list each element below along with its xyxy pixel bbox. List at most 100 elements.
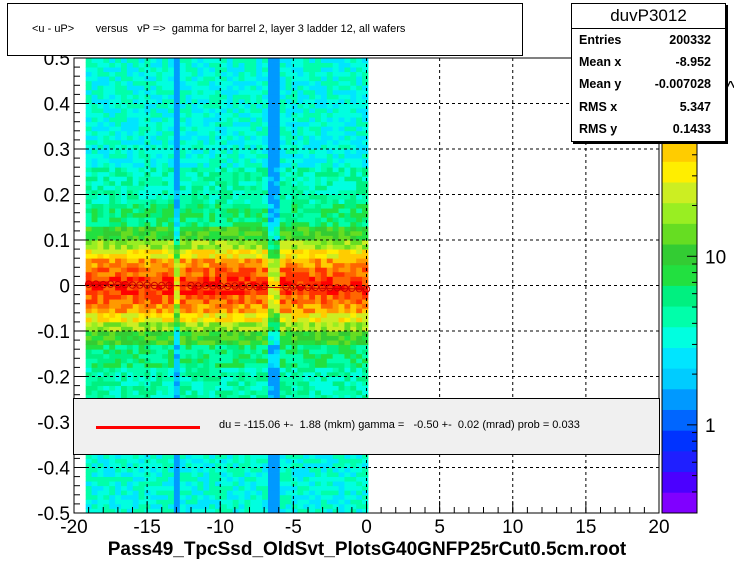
heatmap-cell [315,394,322,400]
heatmap-cell [297,189,304,195]
heatmap-cell [144,262,151,268]
heatmap-cell [256,490,263,496]
heatmap-cell [267,340,275,346]
heatmap-cell [309,367,316,373]
heatmap-cell [156,276,163,282]
heatmap-cell [97,381,104,386]
heatmap-cell [203,353,210,359]
heatmap-cell [220,308,228,314]
heatmap-cell [320,112,328,118]
heatmap-cell [244,67,251,73]
heatmap-cell [309,121,316,127]
heatmap-cell [179,472,187,477]
heatmap-cell [215,362,222,368]
heatmap-cell [115,367,122,373]
heatmap-cell [197,258,204,264]
heatmap-cell [232,276,239,282]
heatmap-cell [173,349,181,355]
heatmap-cell [162,235,169,241]
heatmap-cell [350,58,357,63]
heatmap-cell [297,89,304,95]
heatmap-cell [285,467,292,473]
heatmap-cell [303,381,310,386]
heatmap-cell [191,326,198,332]
heatmap-cell [197,362,204,368]
heatmap-cell [138,472,145,477]
heatmap-cell [103,139,110,145]
heatmap-cell [97,162,104,168]
heatmap-cell [320,321,328,327]
heatmap-cell [85,362,92,368]
heatmap-cell [191,508,198,514]
heatmap-cell [267,481,275,487]
heatmap-cell [303,349,310,355]
heatmap-cell [362,180,369,186]
heatmap-cell [120,258,128,264]
heatmap-cell [320,94,328,100]
heatmap-cell [215,353,222,359]
heatmap-cell [326,162,334,168]
heatmap-cell [267,294,275,300]
heatmap-cell [320,312,328,318]
heatmap-cell [309,508,316,514]
heatmap-cell [91,203,98,209]
heatmap-cell [320,299,328,305]
heatmap-cell [91,94,98,100]
heatmap-cell [197,335,204,341]
heatmap-cell [138,135,145,141]
heatmap-cell [215,381,222,386]
heatmap-cell [197,467,204,473]
heatmap-cell [350,217,357,223]
heatmap-cell [309,326,316,332]
heatmap-cell [115,94,122,100]
heatmap-cell [197,212,204,218]
heatmap-cell [220,212,228,218]
heatmap-cell [132,335,140,341]
heatmap-cell [332,317,339,323]
heatmap-cell [109,331,116,336]
heatmap-cell [120,71,128,77]
heatmap-cell [115,299,122,305]
heatmap-cell [215,162,222,168]
heatmap-cell [320,226,328,232]
heatmap-cell [132,103,140,109]
heatmap-cell [297,108,304,113]
heatmap-cell [85,358,92,364]
heatmap-cell [120,235,128,241]
heatmap-cell [326,258,334,264]
heatmap-cell [262,349,269,355]
heatmap-cell [91,476,98,482]
heatmap-cell [179,508,187,514]
heatmap-cell [273,235,281,241]
heatmap-cell [209,490,216,496]
heatmap-cell [209,108,216,113]
heatmap-cell [85,67,92,73]
heatmap-cell [168,67,175,73]
heatmap-cell [209,467,216,473]
heatmap-cell [332,335,339,341]
heatmap-cell [356,290,363,295]
heatmap-cell [220,481,228,487]
heatmap-cell [338,67,345,73]
heatmap-cell [256,80,263,86]
heatmap-cell [97,371,104,377]
heatmap-cell [138,462,145,468]
heatmap-cell [250,217,257,223]
heatmap-cell [338,226,345,232]
heatmap-cell [350,98,357,104]
heatmap-cell [344,71,351,77]
heatmap-cell [191,208,198,214]
heatmap-cell [203,76,210,82]
heatmap-cell [273,62,281,68]
heatmap-cell [191,80,198,86]
heatmap-cell [185,180,192,186]
heatmap-cell [309,85,316,91]
heatmap-cell [126,385,134,391]
heatmap-cell [356,494,363,500]
heatmap-cell [179,98,187,104]
heatmap-cell [144,71,151,77]
profile-point [282,283,290,291]
heatmap-cell [303,494,310,500]
heatmap-cell [97,458,104,464]
heatmap-cell [291,240,298,245]
